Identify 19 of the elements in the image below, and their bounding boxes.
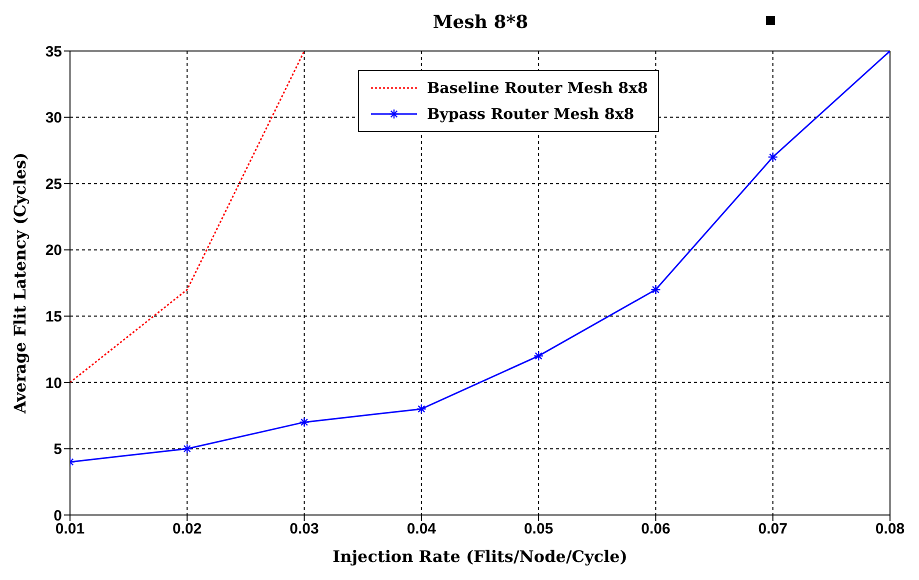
x-tick-label: 0.04 (406, 520, 437, 538)
y-tick-label: 15 (45, 308, 62, 326)
chart-title: Mesh 8*8 (432, 12, 530, 33)
x-tick-label: 0.05 (524, 520, 554, 538)
y-tick-label: 35 (45, 43, 62, 60)
legend-label: Bypass Router Mesh 8x8 (427, 105, 634, 123)
x-tick-label: 0.06 (641, 520, 670, 538)
y-axis-title: Average Flit Latency (Cycles) (10, 152, 30, 415)
y-tick-label: 30 (45, 110, 62, 127)
y-tick-label: 20 (45, 242, 62, 260)
legend-label: Baseline Router Mesh 8x8 (427, 79, 648, 97)
y-tick-label: 5 (54, 441, 62, 458)
x-tick-label: 0.08 (875, 520, 905, 538)
x-tick-label: 0.02 (172, 520, 202, 538)
x-axis-title: Injection Rate (Flits/Node/Cycle) (332, 547, 628, 566)
x-tick-label: 0.07 (758, 520, 788, 538)
y-tick-label: 25 (45, 176, 62, 193)
y-tick-label: 10 (45, 374, 62, 392)
x-tick-label: 0.03 (290, 520, 319, 538)
